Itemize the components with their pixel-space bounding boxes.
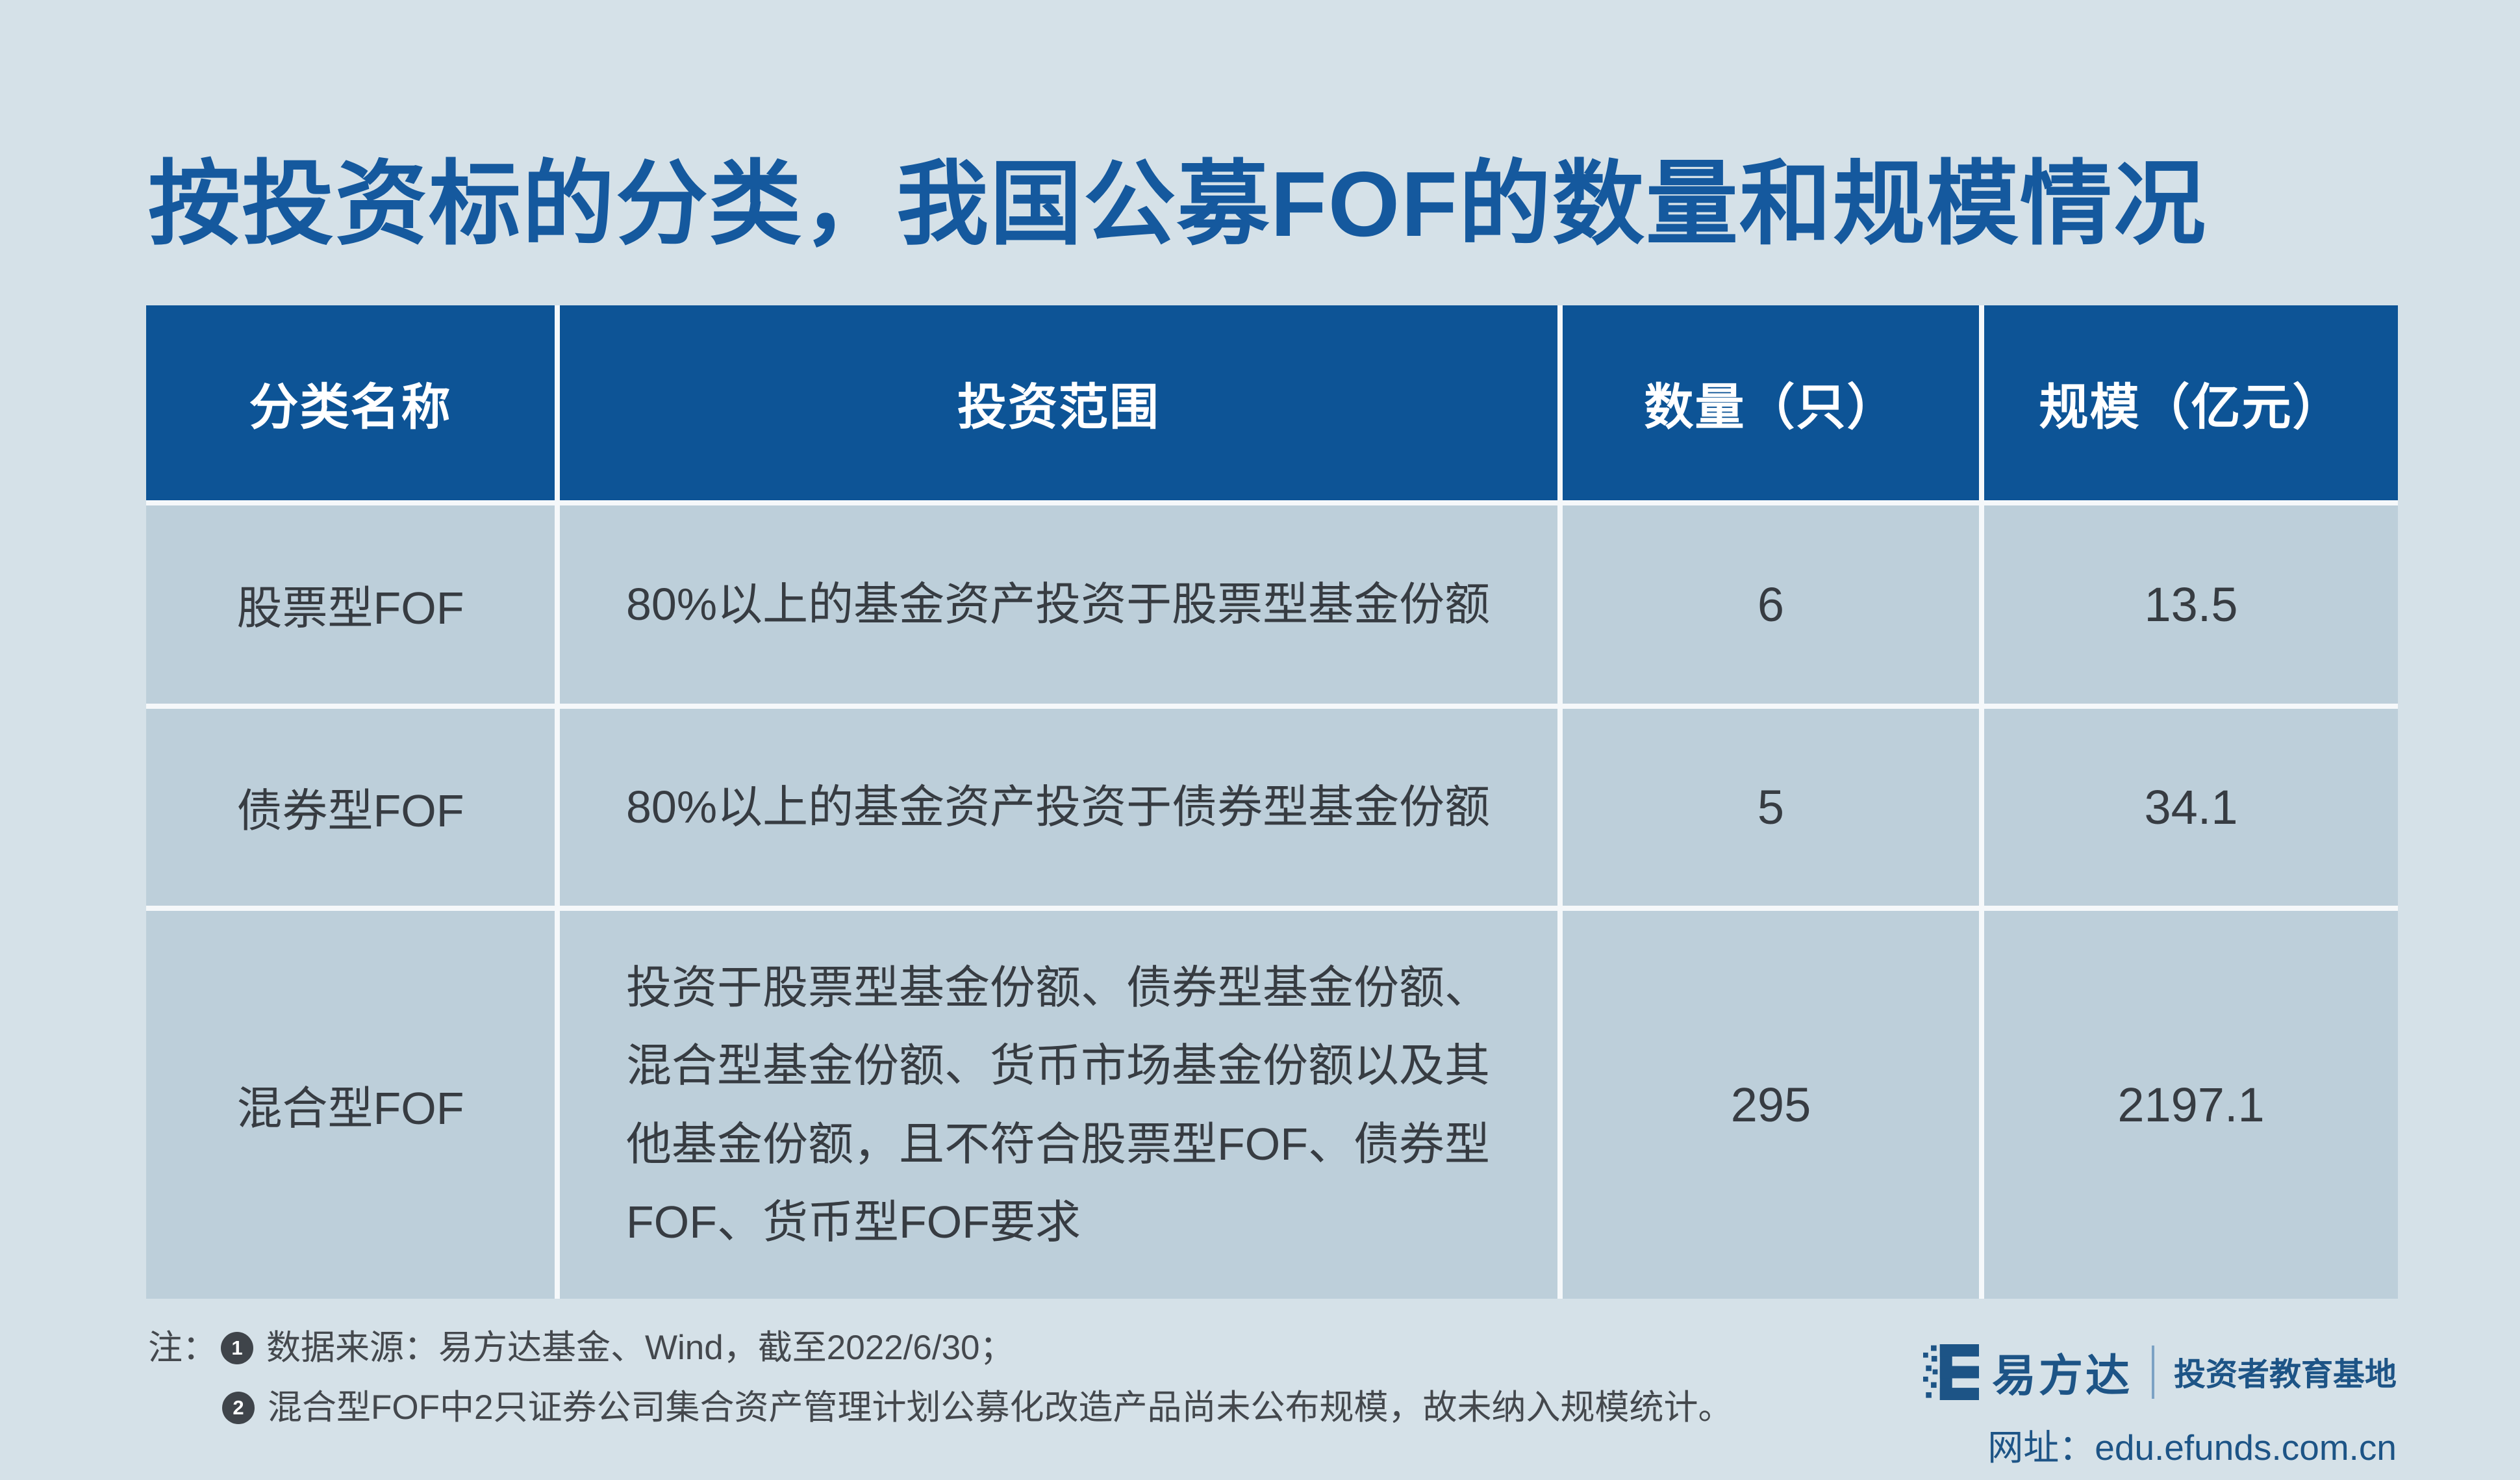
table-row-1-category: 股票型FOF — [146, 505, 555, 704]
brand-name: 易方达 — [1991, 1351, 2132, 1401]
column-header-category: 分类名称 — [146, 305, 555, 500]
table-row-3-scope: 投资于股票型基金份额、债券型基金份额、混合型基金份额、货币市场基金份额以及其他基… — [560, 911, 1557, 1299]
table-row-3-category: 混合型FOF — [146, 911, 555, 1299]
table-row-1-count: 6 — [1563, 505, 1979, 704]
table-row-1-scale: 13.5 — [1984, 505, 2398, 704]
table-row-1-scope: 80%以上的基金资产投资于股票型基金份额 — [560, 505, 1557, 704]
efunds-pixel-e-icon — [1922, 1344, 1979, 1400]
footnote-2-number-badge: 2 — [222, 1392, 255, 1425]
column-header-count: 数量（只） — [1563, 305, 1979, 500]
footnote-1: 注： 1 数据来源：易方达基金、Wind，截至2022/6/30； — [148, 1327, 1732, 1370]
brand-footer: 易方达 投资者教育基地 网址：edu.efunds.com.cn — [1922, 1340, 2397, 1470]
footnote-2-text: 混合型FOF中2只证券公司集合资产管理计划公募化改造产品尚未公布规模，故未纳入规… — [268, 1388, 1733, 1427]
brand-line: 易方达 投资者教育基地 — [1922, 1340, 2397, 1404]
column-header-scope: 投资范围 — [560, 305, 1557, 500]
fof-table: 分类名称 投资范围 数量（只） 规模（亿元） 股票型FOF 80%以上的基金资产… — [146, 305, 2398, 1299]
page-title: 按投资标的分类，我国公募FOF的数量和规模情况 — [148, 153, 2207, 256]
table-row-2-scope: 80%以上的基金资产投资于债券型基金份额 — [560, 709, 1557, 906]
brand-tagline: 投资者教育基地 — [2173, 1357, 2397, 1392]
table-row-2-scale: 34.1 — [1984, 709, 2398, 906]
table-row-3-count: 295 — [1563, 911, 1979, 1299]
footnote-prefix: 注： — [148, 1329, 217, 1367]
brand-divider — [2151, 1345, 2154, 1399]
table-row-3-scale: 2197.1 — [1984, 911, 2398, 1299]
footnote-2: 2 混合型FOF中2只证券公司集合资产管理计划公募化改造产品尚未公布规模，故未纳… — [218, 1386, 1732, 1429]
footnotes: 注： 1 数据来源：易方达基金、Wind，截至2022/6/30； 2 混合型F… — [148, 1327, 1732, 1447]
footnote-1-text: 数据来源：易方达基金、Wind，截至2022/6/30； — [266, 1329, 1014, 1367]
table-row-2-category: 债券型FOF — [146, 709, 555, 906]
column-header-scale: 规模（亿元） — [1984, 305, 2398, 500]
brand-url: 网址：edu.efunds.com.cn — [1987, 1427, 2397, 1468]
footnote-1-number-badge: 1 — [221, 1332, 253, 1365]
table-row-2-count: 5 — [1563, 709, 1979, 906]
